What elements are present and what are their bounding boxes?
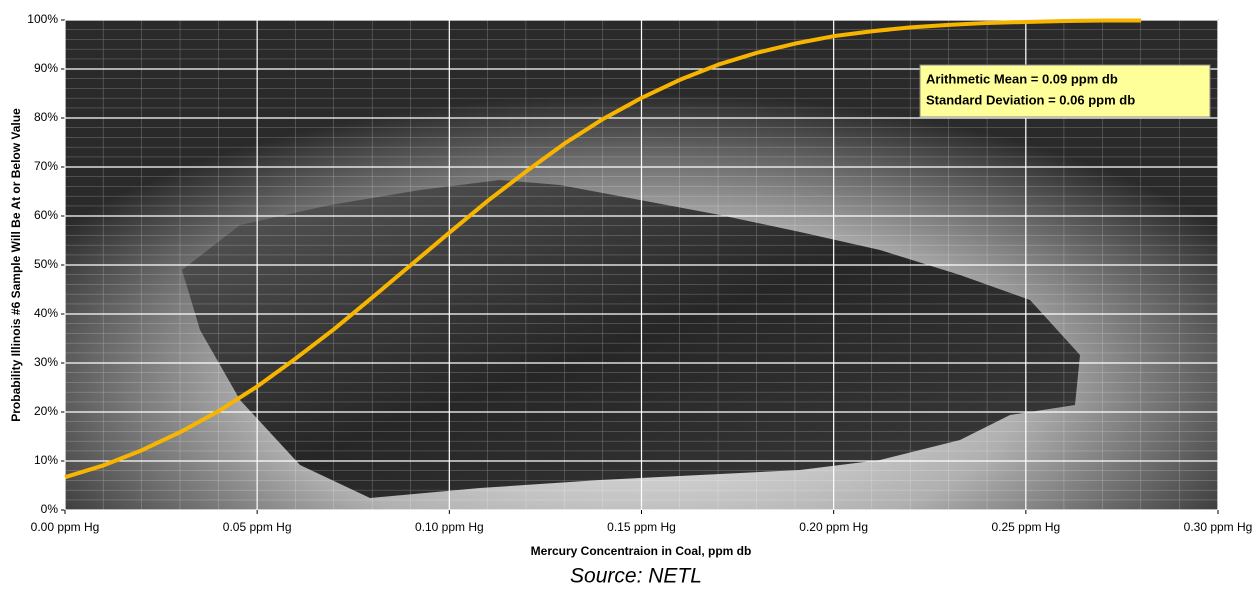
x-axis-title: Mercury Concentraion in Coal, ppm db: [531, 544, 752, 558]
source: Source: NETL: [570, 565, 702, 588]
x-tick-label: 0.00 ppm Hg: [31, 520, 100, 534]
annotation-box: [919, 64, 1211, 118]
y-tick-label: 60%: [34, 208, 58, 222]
x-tick-label: 0.05 ppm Hg: [223, 520, 292, 534]
y-tick-label: 50%: [34, 257, 58, 271]
y-tick-label: 80%: [34, 110, 58, 124]
y-tick-label: 40%: [34, 306, 58, 320]
annotation: Standard Deviation = 0.06 ppm db: [926, 92, 1135, 107]
y-tick-label: 0%: [41, 502, 59, 516]
y-tick-label: 20%: [34, 404, 58, 418]
y-tick-label: 70%: [34, 159, 58, 173]
x-tick-label: 0.10 ppm Hg: [415, 520, 484, 534]
line-series: [64, 18, 1142, 480]
y-tick-label: 90%: [34, 61, 58, 75]
x-tick-label: 0.20 ppm Hg: [799, 520, 868, 534]
y-tick-label: 30%: [34, 355, 58, 369]
x-tick-label: 0.30 ppm Hg: [1184, 520, 1253, 534]
x-tick-label: 0.15 ppm Hg: [607, 520, 676, 534]
y-axis-title: Probability Illinois #6 Sample Will Be A…: [9, 108, 23, 422]
y-tick-label: 10%: [34, 453, 58, 467]
x-tick-label: 0.25 ppm Hg: [991, 520, 1060, 534]
y-tick-label: 100%: [27, 12, 58, 26]
annotation: Arithmetic Mean = 0.09 ppm db: [926, 71, 1118, 86]
